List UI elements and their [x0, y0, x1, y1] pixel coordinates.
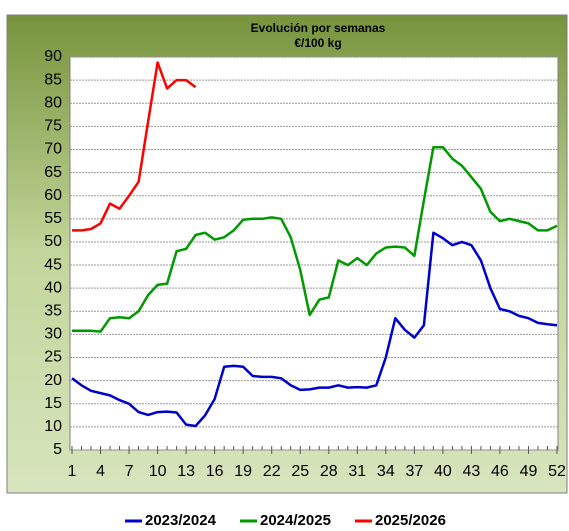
y-tick-label: 20 — [44, 372, 62, 389]
x-tick-label: 40 — [434, 463, 452, 480]
x-tick-label: 31 — [348, 463, 366, 480]
series-line — [72, 61, 197, 232]
series-line — [71, 231, 558, 428]
legend-label: 2023/2024 — [145, 512, 217, 529]
plot-area — [69, 56, 559, 451]
y-tick-label: 75 — [44, 118, 62, 135]
x-tick-label: 37 — [405, 463, 423, 480]
x-tick-label: 10 — [149, 463, 167, 480]
y-tick-label: 45 — [44, 256, 62, 273]
y-tick-label: 70 — [44, 141, 62, 158]
y-tick-label: 50 — [44, 233, 62, 250]
y-tick-label: 55 — [44, 210, 62, 227]
y-tick-label: 65 — [44, 164, 62, 181]
legend-label: 2024/2025 — [260, 512, 331, 529]
x-tick-label: 49 — [520, 463, 538, 480]
y-tick-label: 30 — [44, 326, 62, 343]
y-tick-label: 35 — [44, 303, 62, 320]
x-tick-label: 25 — [291, 463, 309, 480]
y-tick-label: 5 — [53, 441, 62, 458]
y-tick-label: 80 — [44, 94, 62, 111]
legend-label: 2025/2026 — [375, 512, 446, 529]
y-tick-label: 10 — [44, 418, 62, 435]
x-tick-label: 28 — [320, 463, 338, 480]
x-tick-label: 22 — [263, 463, 281, 480]
x-tick-label: 43 — [463, 463, 481, 480]
x-tick-label: 1 — [68, 463, 77, 480]
x-tick-label: 7 — [125, 463, 134, 480]
y-tick-label: 85 — [44, 71, 62, 88]
y-tick-label: 40 — [44, 279, 62, 296]
x-tick-label: 4 — [96, 463, 105, 480]
chart-title: Evolución por semanas — [251, 21, 386, 35]
x-tick-label: 16 — [206, 463, 224, 480]
y-tick-label: 60 — [44, 187, 62, 204]
x-tick-label: 52 — [548, 463, 566, 480]
x-tick-label: 46 — [491, 463, 509, 480]
y-tick-label: 90 — [44, 48, 62, 65]
y-tick-label: 15 — [44, 395, 62, 412]
x-tick-label: 19 — [234, 463, 252, 480]
x-tick-label: 13 — [177, 463, 195, 480]
series-line — [72, 145, 558, 333]
chart-subtitle: €/100 kg — [294, 36, 341, 50]
y-tick-label: 25 — [44, 349, 62, 366]
x-tick-label: 34 — [377, 463, 395, 480]
